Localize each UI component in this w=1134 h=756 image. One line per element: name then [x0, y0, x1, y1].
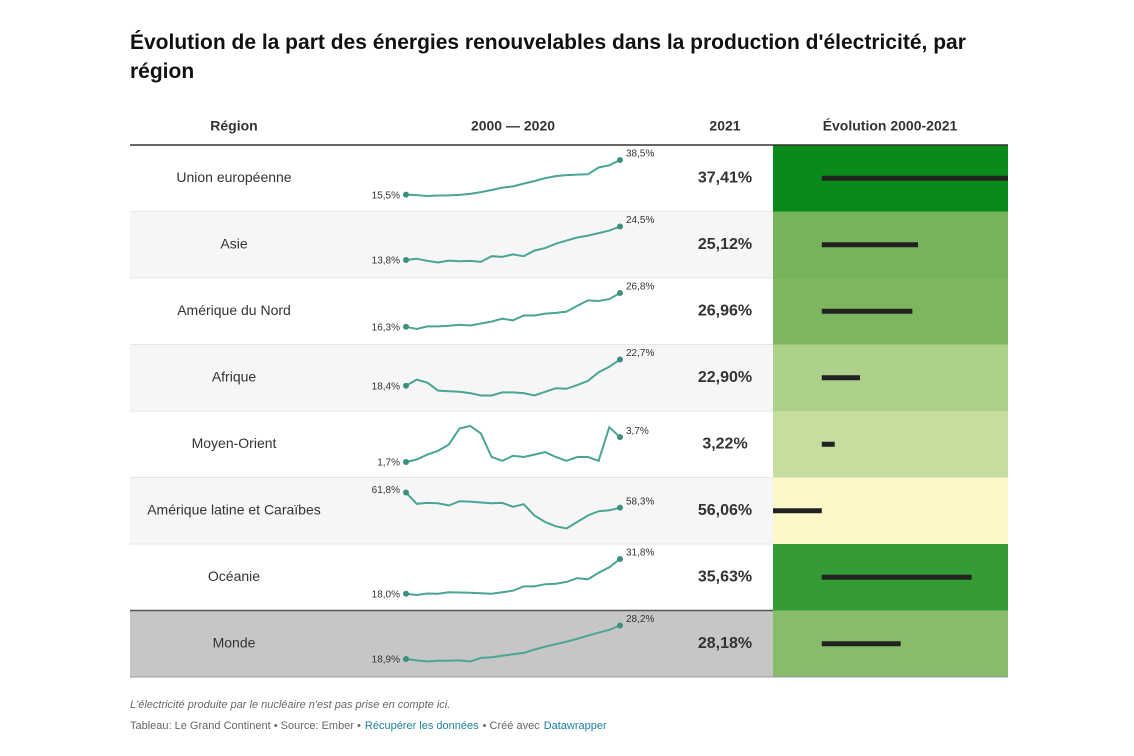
sparkline-end-label: 26,8% [626, 282, 654, 293]
region: Amérique latine et Caraïbes [147, 501, 321, 517]
change-bar [821, 242, 918, 248]
sparkline-start [403, 382, 409, 389]
change-cell [773, 411, 1008, 478]
region: Afrique [212, 368, 257, 384]
source-line: Tableau: Le Grand Continent • Source: Em… [130, 720, 611, 732]
value-2021: 3,22% [702, 435, 747, 452]
note: L'électricité produite par le nucléaire … [130, 699, 451, 711]
sparkline [405, 292, 621, 331]
sparkline [405, 491, 621, 530]
sparkline-end-label: 3,7% [626, 426, 649, 437]
row-background [130, 211, 773, 278]
sparkline-start [403, 323, 409, 330]
sparkline [405, 159, 621, 198]
region: Asie [220, 235, 247, 251]
change-bar [821, 375, 861, 381]
value-2021: 25,12% [698, 236, 752, 253]
row-background [130, 610, 773, 677]
change-bar [773, 508, 822, 514]
value-2021: 28,18% [698, 635, 752, 652]
change-bar [821, 574, 972, 580]
change-bar [821, 441, 835, 447]
sparkline-start-label: 16,3% [372, 322, 400, 333]
column-header: 2021 [709, 118, 740, 134]
sparkline [405, 558, 621, 597]
sparkline-start [403, 459, 409, 465]
sparkline-start-label: 1,7% [377, 458, 400, 469]
title: Évolution de la part des énergies renouv… [130, 31, 966, 83]
download-link[interactable]: Récupérer les données [364, 720, 479, 732]
sparkline-start-label: 18,4% [372, 381, 400, 392]
region: Moyen-Orient [192, 435, 277, 451]
created: • Créé avec [482, 720, 540, 732]
sparkline [405, 624, 621, 663]
change-cell [773, 344, 1008, 411]
sparkline-end [617, 157, 623, 163]
region: Union européenne [176, 169, 291, 185]
change-bar [821, 308, 913, 314]
sparkline-end [617, 556, 623, 562]
sparkline-end-label: 22,7% [626, 348, 654, 359]
sparkline-start-label: 15,5% [372, 190, 400, 201]
sparkline-end [617, 290, 623, 296]
sparkline [405, 358, 621, 397]
sparkline-end [617, 622, 623, 629]
value-2021: 22,90% [698, 369, 752, 386]
sparkline-start-label: 61,8% [372, 485, 400, 496]
value-2021: 26,96% [698, 302, 752, 319]
sparkline-end [617, 504, 623, 511]
value-2021: 37,41% [698, 169, 752, 186]
sparkline-end [617, 223, 623, 230]
region: Océanie [208, 568, 260, 584]
region: Amérique du Nord [177, 302, 291, 318]
sparkline-start [403, 655, 409, 662]
row-background [130, 344, 773, 411]
sparkline-start [403, 489, 409, 496]
column-header: 2000 — 2020 [471, 118, 555, 134]
change-bar [821, 641, 901, 647]
row-background [130, 145, 773, 212]
sparkline-start [403, 191, 409, 198]
sparkline-end [617, 356, 623, 363]
region: Monde [213, 634, 256, 650]
row-background [130, 544, 773, 611]
sparkline-end-label: 28,2% [626, 614, 654, 625]
sparkline-start-label: 18,9% [372, 655, 400, 666]
column-header: Évolution 2000-2021 [823, 118, 958, 134]
value-2021: 56,06% [698, 502, 752, 519]
tool-link[interactable]: Datawrapper [543, 720, 607, 732]
source: Tableau: Le Grand Continent • Source: Em… [130, 720, 361, 732]
value-2021: 35,63% [698, 568, 752, 585]
sparkline-start [403, 590, 409, 597]
sparkline-end-label: 31,8% [626, 548, 654, 559]
sparkline-start [403, 256, 409, 263]
row-background [130, 477, 773, 544]
sparkline-end-label: 24,5% [626, 215, 654, 226]
sparkline [405, 424, 621, 463]
sparkline-end [617, 434, 623, 441]
sparkline-start-label: 18,0% [372, 589, 400, 600]
sparkline-end-label: 58,3% [626, 496, 654, 507]
row-background [130, 278, 773, 345]
change-bar [821, 175, 1008, 181]
sparkline-start-label: 13,8% [372, 256, 400, 267]
sparkline-end-label: 38,5% [626, 149, 654, 160]
row-background [130, 411, 773, 478]
column-header: Région [210, 118, 257, 134]
sparkline [405, 225, 621, 264]
